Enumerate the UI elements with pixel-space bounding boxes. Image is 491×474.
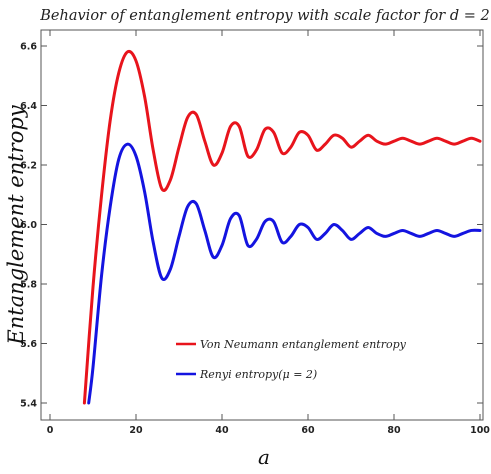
- y-tick-label: 6.0: [20, 220, 37, 231]
- x-tick-label: 40: [215, 425, 229, 436]
- y-tick-label: 6.6: [20, 42, 37, 53]
- series-lines: [82, 49, 482, 405]
- series-line-von-neumann: [82, 49, 482, 405]
- series-line-renyi: [87, 142, 482, 405]
- y-tick-label: 5.4: [20, 399, 37, 410]
- x-tick-label: 80: [387, 425, 401, 436]
- legend-label: Von Neumann entanglement entropy: [200, 338, 407, 351]
- y-tick-label: 6.2: [20, 161, 37, 172]
- y-axis-label: Entanglement entropy: [4, 104, 28, 345]
- y-tick-label: 5.8: [20, 280, 37, 291]
- y-tick-label: 5.6: [20, 339, 37, 350]
- x-tick-label: 20: [129, 425, 143, 436]
- chart-title: Behavior of entanglement entropy with sc…: [39, 8, 489, 24]
- x-tick-label: 60: [301, 425, 315, 436]
- y-axis-ticks: 5.4 5.6 5.8 6.0 6.2 6.4 6.6: [20, 42, 483, 410]
- x-tick-label: 100: [470, 425, 490, 436]
- y-tick-label: 6.4: [20, 101, 37, 112]
- legend: Von Neumann entanglement entropy Renyi en…: [176, 338, 407, 381]
- x-tick-label: 0: [47, 425, 54, 436]
- x-axis-label: a: [258, 445, 270, 469]
- legend-label: Renyi entropy(μ = 2): [199, 368, 317, 381]
- x-axis-ticks: 0 20 40 60 80 100: [47, 30, 490, 436]
